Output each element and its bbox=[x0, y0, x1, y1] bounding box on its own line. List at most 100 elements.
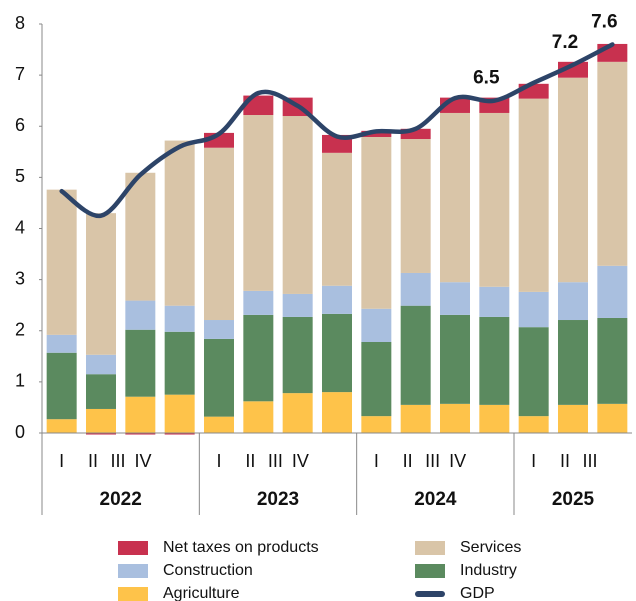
bar-segment bbox=[479, 112, 510, 287]
bar-segment bbox=[322, 285, 352, 314]
x-tick-label: III bbox=[110, 451, 125, 471]
bar-segment bbox=[243, 115, 274, 291]
bar-segment bbox=[243, 314, 274, 402]
bar-segment bbox=[46, 352, 77, 420]
bar-segment bbox=[479, 316, 510, 405]
x-tick-label: II bbox=[560, 451, 570, 471]
x-tick-label: II bbox=[245, 451, 255, 471]
x-tick-label: I bbox=[216, 451, 221, 471]
bar-segment bbox=[46, 334, 77, 353]
bar-segment bbox=[86, 354, 116, 375]
bar-segment bbox=[322, 392, 352, 433]
bar-segment bbox=[479, 286, 510, 317]
bar-segment bbox=[125, 396, 156, 433]
bar-segment bbox=[282, 116, 313, 294]
gdp-line bbox=[59, 42, 615, 218]
x-tick-label: I bbox=[531, 451, 536, 471]
x-tick-label: IV bbox=[134, 451, 151, 471]
bar-segment bbox=[597, 403, 628, 433]
bar-segment bbox=[440, 314, 470, 404]
bar-segment bbox=[361, 136, 392, 309]
bar-segment bbox=[558, 61, 588, 78]
bar-segment bbox=[204, 320, 234, 339]
legend-label: Construction bbox=[163, 562, 253, 579]
bar-segment bbox=[282, 393, 313, 433]
bar-segment bbox=[518, 416, 549, 433]
bar-segment bbox=[361, 308, 392, 342]
bar-segment bbox=[361, 416, 392, 433]
bar-segment bbox=[243, 401, 274, 433]
legend-swatch bbox=[415, 564, 445, 578]
bar-segment bbox=[164, 394, 195, 433]
legend-swatch bbox=[415, 541, 445, 555]
bar-segment bbox=[518, 291, 549, 328]
data-label: 6.5 bbox=[473, 68, 500, 89]
bar-segment bbox=[440, 403, 470, 433]
bar-segment bbox=[86, 408, 116, 433]
data-label: 7.2 bbox=[552, 32, 578, 53]
group-label: 2025 bbox=[552, 489, 595, 510]
y-tick-label: 2 bbox=[15, 320, 25, 340]
bar-segment bbox=[204, 338, 234, 417]
bar-segment bbox=[243, 290, 274, 315]
x-tick-label: III bbox=[425, 451, 440, 471]
y-tick-label: 0 bbox=[15, 422, 25, 442]
bar-segment bbox=[479, 404, 510, 433]
bar-segment bbox=[558, 77, 588, 283]
bar-segment bbox=[125, 300, 156, 330]
bar-segment bbox=[440, 112, 470, 283]
bar-segment bbox=[440, 282, 470, 315]
x-tick-label: II bbox=[403, 451, 413, 471]
x-tick-label: IV bbox=[292, 451, 309, 471]
bar-segment bbox=[164, 433, 195, 435]
legend-swatch bbox=[118, 541, 148, 555]
legend-swatch bbox=[118, 564, 148, 578]
group-label: 2022 bbox=[100, 489, 142, 510]
bar-segment bbox=[322, 152, 352, 286]
bar-segment bbox=[164, 331, 195, 395]
y-tick-label: 4 bbox=[15, 217, 25, 237]
x-tick-label: I bbox=[374, 451, 379, 471]
bar-segment bbox=[46, 189, 77, 335]
legend-swatch bbox=[118, 587, 148, 601]
bar-segment bbox=[597, 61, 628, 266]
bar-segment bbox=[322, 313, 352, 393]
y-tick-label: 6 bbox=[15, 115, 25, 135]
x-tick-label: III bbox=[268, 451, 283, 471]
group-label: 2023 bbox=[257, 489, 299, 510]
bar-segment bbox=[164, 305, 195, 332]
y-tick-label: 3 bbox=[15, 268, 25, 288]
legend-label: Net taxes on products bbox=[163, 539, 319, 556]
bar-segment bbox=[400, 272, 431, 306]
bar-segment bbox=[558, 404, 588, 433]
bar-segment bbox=[125, 172, 156, 301]
bar-segment bbox=[518, 98, 549, 292]
bar-segment bbox=[204, 416, 234, 433]
bar-segment bbox=[86, 433, 116, 435]
bar-segment bbox=[558, 320, 588, 405]
y-tick-label: 1 bbox=[15, 371, 25, 391]
bar-segment bbox=[46, 419, 77, 433]
y-tick-label: 8 bbox=[15, 13, 25, 33]
bar-segment bbox=[597, 265, 628, 318]
legend-label: Agriculture bbox=[163, 585, 240, 601]
legend-label: GDP bbox=[460, 585, 495, 601]
bar-segment bbox=[204, 147, 234, 321]
bar-segment bbox=[400, 139, 431, 273]
bar-segment bbox=[597, 317, 628, 404]
bar-segment bbox=[125, 329, 156, 397]
bar-segment bbox=[361, 341, 392, 417]
bar-segment bbox=[361, 130, 392, 137]
bar-segment bbox=[86, 374, 116, 409]
x-tick-label: III bbox=[582, 451, 597, 471]
bar-segment bbox=[558, 282, 588, 321]
bar-segment bbox=[400, 128, 431, 140]
legend-label: Services bbox=[460, 539, 521, 556]
bar-segment bbox=[400, 404, 431, 433]
y-tick-label: 5 bbox=[15, 166, 25, 186]
bar-segment bbox=[125, 433, 156, 435]
bar-segment bbox=[282, 316, 313, 394]
bar-segment bbox=[518, 327, 549, 417]
bar-segment bbox=[164, 140, 195, 306]
